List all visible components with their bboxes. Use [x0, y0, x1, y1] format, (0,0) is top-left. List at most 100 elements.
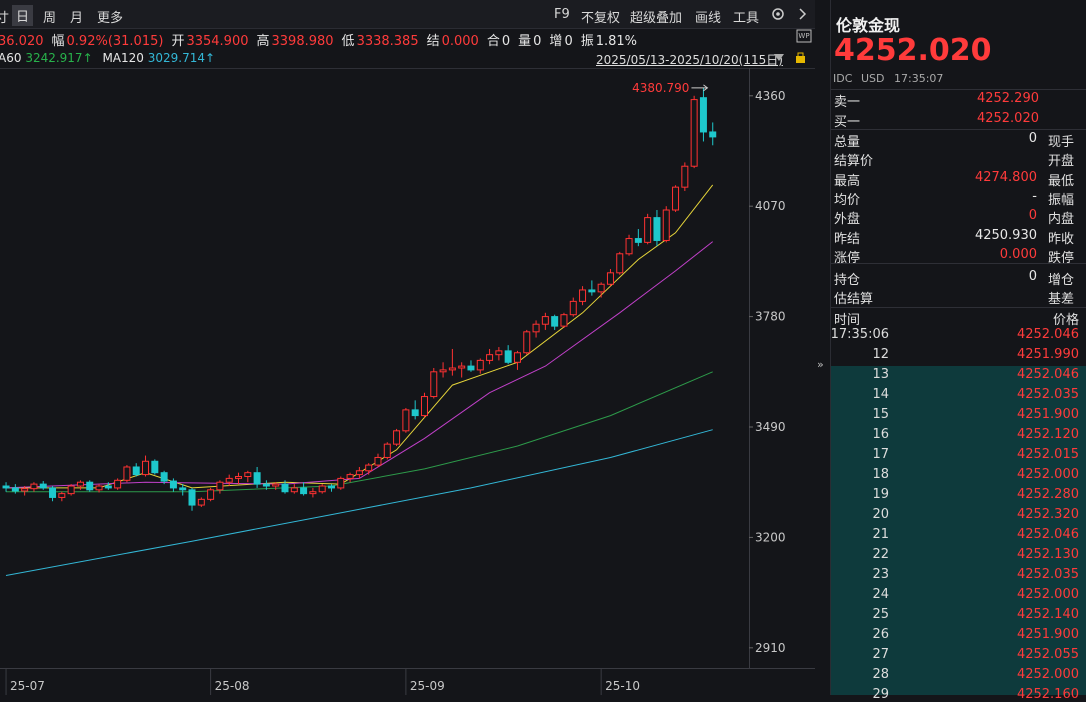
- candle-body: [393, 430, 401, 445]
- candle-body: [142, 460, 150, 476]
- tick-price: 4252.130: [1016, 547, 1079, 562]
- quote-label: 振: [580, 34, 594, 49]
- collapse-button[interactable]: »: [817, 358, 824, 371]
- separator: [831, 307, 1086, 308]
- x-tick-label: 25-07: [10, 679, 45, 693]
- tick-time: 13: [872, 367, 889, 382]
- tick-time: 23: [872, 567, 889, 582]
- tool-button[interactable]: F9: [554, 7, 570, 22]
- more-button[interactable]: 更多: [97, 11, 124, 26]
- candle-body: [504, 350, 512, 363]
- tool-button[interactable]: 工具: [733, 11, 760, 26]
- candle-body: [402, 409, 410, 432]
- x-tick-label: 25-09: [410, 679, 445, 693]
- stat-label: 昨结: [834, 231, 861, 247]
- tick-price: 4252.046: [1016, 367, 1079, 382]
- period-button[interactable]: 寸: [0, 11, 10, 26]
- stat-label: 内盘: [1048, 212, 1075, 228]
- quote-label: 结: [426, 34, 440, 49]
- candle-body: [672, 186, 680, 211]
- candle-body: [207, 489, 215, 500]
- candle-body: [327, 485, 335, 489]
- candle-body: [216, 481, 224, 491]
- quote-value: 0: [501, 34, 511, 49]
- tick-price: 4252.320: [1016, 507, 1079, 522]
- candle-body: [123, 466, 131, 481]
- y-tick-label: 4070: [755, 199, 786, 213]
- period-button[interactable]: 周: [43, 11, 57, 26]
- candle-body: [625, 238, 633, 255]
- stat-value: 0: [1028, 208, 1037, 224]
- period-button[interactable]: 日: [12, 5, 34, 26]
- candle-body: [588, 289, 596, 293]
- candle-body: [151, 460, 159, 474]
- candle-body: [411, 409, 419, 417]
- candle-body: [662, 209, 670, 241]
- candle-body: [699, 97, 707, 133]
- legend-value: 3242.917↑: [25, 51, 93, 65]
- quote-label: 幅: [51, 34, 65, 49]
- stat-value: 4274.800: [974, 169, 1037, 185]
- candle-body: [365, 464, 373, 472]
- stat-label: 估结算: [834, 292, 874, 308]
- period-button[interactable]: 月: [70, 11, 84, 26]
- quote-value: 3398.980: [271, 34, 334, 49]
- tick-time: 20: [872, 507, 889, 522]
- tool-button[interactable]: 超级叠加: [630, 11, 683, 26]
- table-header: 价格: [1052, 313, 1079, 328]
- candle-body: [523, 331, 531, 354]
- stat-value: 0: [1028, 131, 1037, 146]
- tick-price: 4252.140: [1016, 607, 1079, 622]
- stat-value: 4250.930: [974, 227, 1037, 243]
- tick-time: 14: [872, 387, 889, 402]
- candle-body: [114, 479, 122, 489]
- book-label: 买一: [834, 115, 861, 130]
- quote-label: 开: [171, 34, 185, 49]
- stat-label: 现手: [1048, 135, 1075, 150]
- stat-value: 0.000: [999, 246, 1037, 262]
- quote-bar: 36.020 幅 0.92%(31.015) 开 3354.900 高 3398.980 低 3…: [0, 30, 645, 49]
- y-tick-label: 3200: [755, 530, 786, 544]
- y-tick-label: 2910: [755, 641, 786, 655]
- tick-time: 21: [872, 527, 889, 542]
- stat-label: 昨收: [1048, 231, 1075, 247]
- candle-body: [569, 300, 577, 316]
- candle-body: [616, 253, 624, 274]
- y-tick-label: 3490: [755, 420, 786, 434]
- tool-button[interactable]: 不复权: [581, 11, 621, 26]
- candle-body: [476, 359, 484, 371]
- candle-body: [169, 480, 177, 489]
- quote-label: 增: [549, 34, 563, 49]
- stat-label: 振幅: [1048, 192, 1075, 208]
- candle-body: [346, 474, 354, 479]
- candle-body: [374, 456, 382, 466]
- candle-body: [383, 443, 391, 458]
- tick-time: 19: [872, 487, 889, 502]
- candle-body: [551, 316, 559, 327]
- tick-time: 17:35:06: [830, 327, 889, 342]
- stat-label: 持仓: [834, 273, 861, 289]
- candle-body: [458, 365, 466, 369]
- candle-body: [262, 483, 270, 487]
- tick-price: 4252.035: [1016, 387, 1079, 402]
- stat-value: 0: [1028, 269, 1037, 285]
- ma-line: [6, 184, 714, 489]
- candle-body: [430, 371, 438, 398]
- candle-body: [337, 477, 345, 489]
- candle-body: [579, 289, 587, 302]
- tick-price: 4252.015: [1016, 447, 1079, 462]
- book-price: 4252.020: [976, 111, 1039, 126]
- svg-text:WP: WP: [798, 32, 809, 40]
- quote-meta: USD: [861, 72, 885, 85]
- candle-body: [532, 323, 540, 333]
- wp-icon[interactable]: WP: [796, 29, 812, 45]
- tick-price: 4252.000: [1016, 587, 1079, 602]
- candle-body: [197, 498, 205, 506]
- tool-button[interactable]: 画线: [695, 11, 722, 26]
- date-range[interactable]: 2025/05/13-2025/10/20(115日): [596, 53, 783, 67]
- candle-body: [467, 365, 475, 371]
- toolbar-icons[interactable]: [769, 6, 809, 24]
- stat-label: 均价: [834, 192, 861, 208]
- quote-label: 量: [518, 34, 532, 49]
- stat-label: 最低: [1048, 173, 1075, 189]
